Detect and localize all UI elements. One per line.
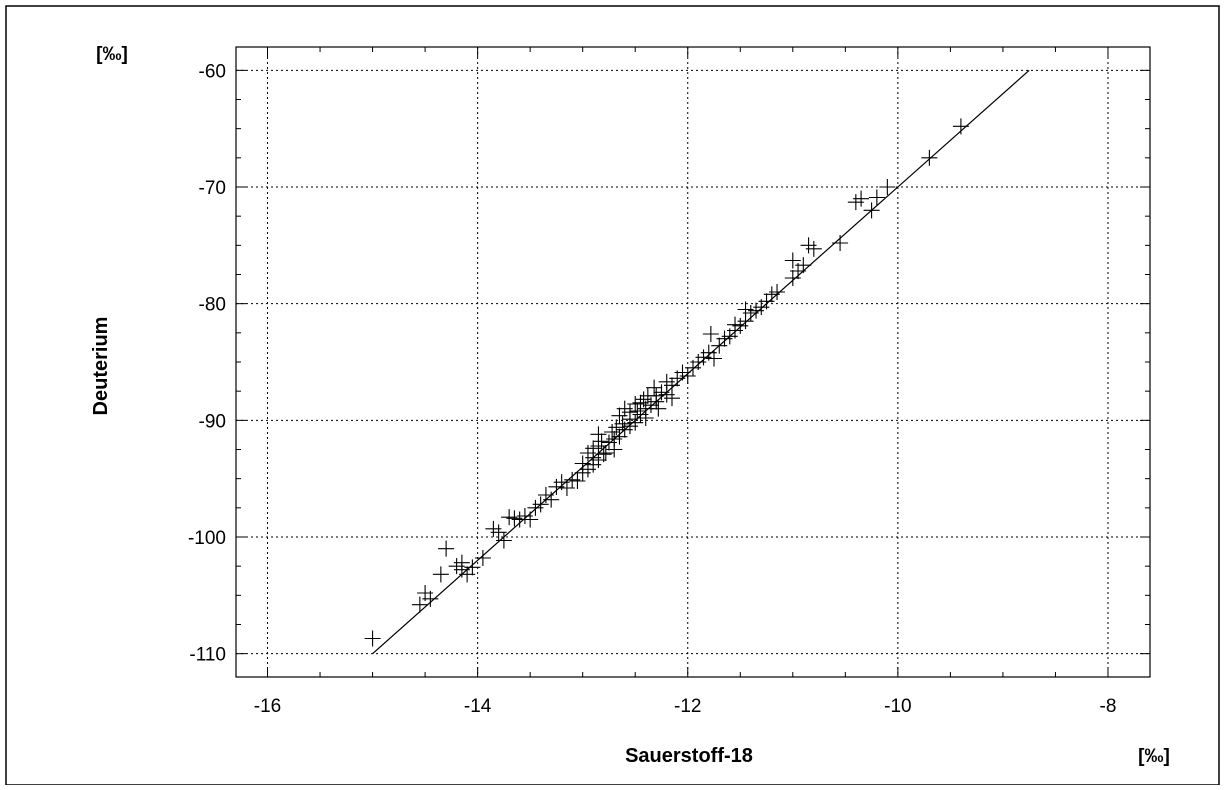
- data-point: [629, 403, 646, 419]
- y-tick-label: -90: [199, 411, 226, 432]
- plot-area: [235, 46, 1151, 678]
- data-point: [527, 499, 544, 516]
- data-point: [593, 433, 610, 450]
- data-point: [679, 368, 696, 384]
- data-point: [432, 566, 449, 583]
- data-point: [585, 449, 602, 466]
- y-tick-labels: -60 -70 -80 -90 -100 -110: [188, 61, 226, 665]
- axis-ticks: [236, 47, 1150, 677]
- data-point: [590, 426, 607, 443]
- y-tick-label: -70: [199, 178, 226, 199]
- data-point: [879, 179, 896, 195]
- data-point: [543, 491, 560, 508]
- outer-border: [5, 5, 1220, 786]
- data-point: [490, 524, 507, 541]
- data-point: [921, 149, 938, 166]
- x-tick-label: -10: [884, 696, 911, 717]
- x-tick-labels: -16 -14 -12 -10 -8: [254, 696, 1117, 717]
- data-point: [637, 410, 654, 426]
- data-point: [795, 257, 812, 274]
- y-tick-label: -60: [199, 61, 226, 82]
- data-point: [604, 424, 621, 440]
- data-point: [805, 240, 822, 257]
- data-point: [608, 419, 625, 436]
- x-axis-label: Sauerstoff-18: [625, 745, 753, 767]
- data-point: [495, 532, 512, 549]
- data-point: [464, 559, 481, 576]
- data-point: [663, 390, 680, 407]
- data-point: [438, 540, 455, 557]
- data-point: [702, 326, 719, 342]
- data-point: [606, 441, 623, 458]
- x-tick-label: -8: [1100, 696, 1117, 717]
- data-point: [595, 446, 612, 463]
- data-point: [516, 508, 533, 524]
- data-point: [769, 284, 786, 300]
- data-point: [650, 400, 667, 417]
- data-point: [597, 445, 614, 461]
- data-point: [574, 455, 591, 472]
- y-unit-label: [‰]: [96, 44, 128, 65]
- data-point: [411, 596, 428, 613]
- data-point: [646, 379, 663, 396]
- y-tick-label: -80: [199, 295, 226, 316]
- x-unit-label: [‰]: [1138, 746, 1170, 767]
- data-point: [364, 630, 381, 647]
- data-point: [648, 387, 665, 404]
- data-point: [727, 316, 744, 333]
- data-point: [635, 391, 652, 408]
- data-point: [737, 301, 754, 318]
- grid: [236, 47, 1150, 677]
- data-point: [569, 473, 586, 489]
- data-point: [453, 554, 470, 571]
- data-point: [632, 394, 649, 411]
- data-point: [832, 235, 849, 251]
- data-point: [558, 480, 575, 496]
- data-point: [611, 407, 628, 424]
- data-point: [784, 252, 801, 269]
- data-point: [474, 550, 491, 566]
- data-point: [621, 418, 638, 435]
- y-tick-label: -110: [189, 645, 226, 666]
- y-tick-label: -100: [188, 528, 226, 549]
- data-point: [853, 190, 870, 207]
- data-point: [621, 404, 638, 421]
- y-axis-label: Deuterium: [90, 317, 112, 416]
- x-tick-label: -12: [674, 696, 701, 717]
- data-point: [417, 585, 434, 601]
- x-tick-label: -14: [464, 696, 492, 717]
- data-points: [364, 118, 969, 647]
- data-point: [863, 202, 880, 219]
- data-point: [868, 189, 885, 206]
- data-point: [658, 373, 675, 390]
- data-point: [952, 118, 969, 135]
- x-tick-label: -16: [254, 696, 281, 717]
- data-point: [706, 350, 723, 367]
